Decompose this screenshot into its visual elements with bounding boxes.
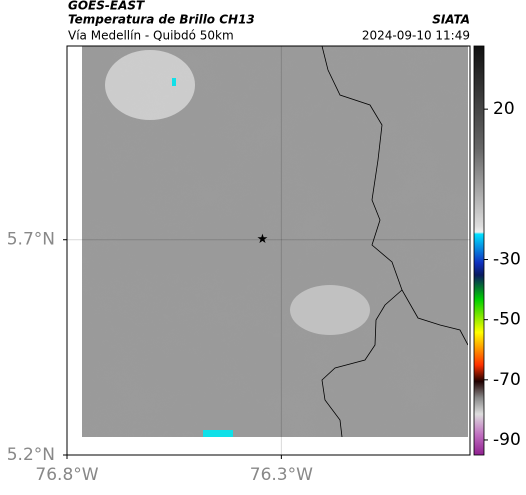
datetime: 2024-09-10 11:49 bbox=[362, 29, 470, 43]
colorbar bbox=[473, 45, 485, 456]
route: Vía Medellín - Quibdó 50km bbox=[68, 29, 234, 43]
source: SIATA bbox=[432, 13, 470, 27]
colorbar-tick-label: -90 bbox=[493, 430, 521, 450]
y-tick-label: 5.2°N bbox=[7, 445, 55, 465]
colorbar-tick-label: -70 bbox=[493, 370, 521, 390]
colorbar-tick-label: -50 bbox=[493, 310, 521, 330]
subtitle: Temperatura de Brillo CH13 bbox=[68, 13, 255, 27]
y-tick-label: 5.7°N bbox=[7, 230, 55, 250]
x-tick-label: 76.3°W bbox=[250, 465, 313, 485]
title: GOES-EAST bbox=[68, 0, 145, 13]
colorbar-tick-label: 20 bbox=[493, 99, 515, 119]
location-marker: ★ bbox=[257, 232, 269, 247]
x-tick-label: 76.8°W bbox=[35, 465, 98, 485]
colorbar-tick-label: -30 bbox=[493, 250, 521, 270]
satellite-image bbox=[82, 46, 468, 437]
